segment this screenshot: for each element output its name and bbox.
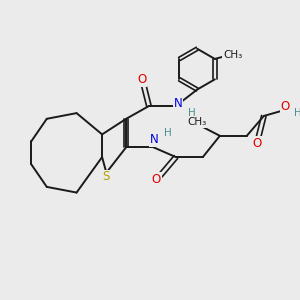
Text: H: H bbox=[294, 108, 300, 118]
Text: O: O bbox=[137, 74, 146, 86]
Text: CH₃: CH₃ bbox=[187, 118, 206, 128]
Text: H: H bbox=[188, 108, 195, 118]
Text: O: O bbox=[252, 137, 261, 150]
Text: O: O bbox=[152, 173, 160, 186]
Text: O: O bbox=[280, 100, 290, 112]
Text: S: S bbox=[103, 170, 110, 184]
Text: N: N bbox=[173, 97, 182, 110]
Text: CH₃: CH₃ bbox=[223, 50, 242, 60]
Text: N: N bbox=[150, 133, 159, 146]
Text: H: H bbox=[164, 128, 172, 138]
